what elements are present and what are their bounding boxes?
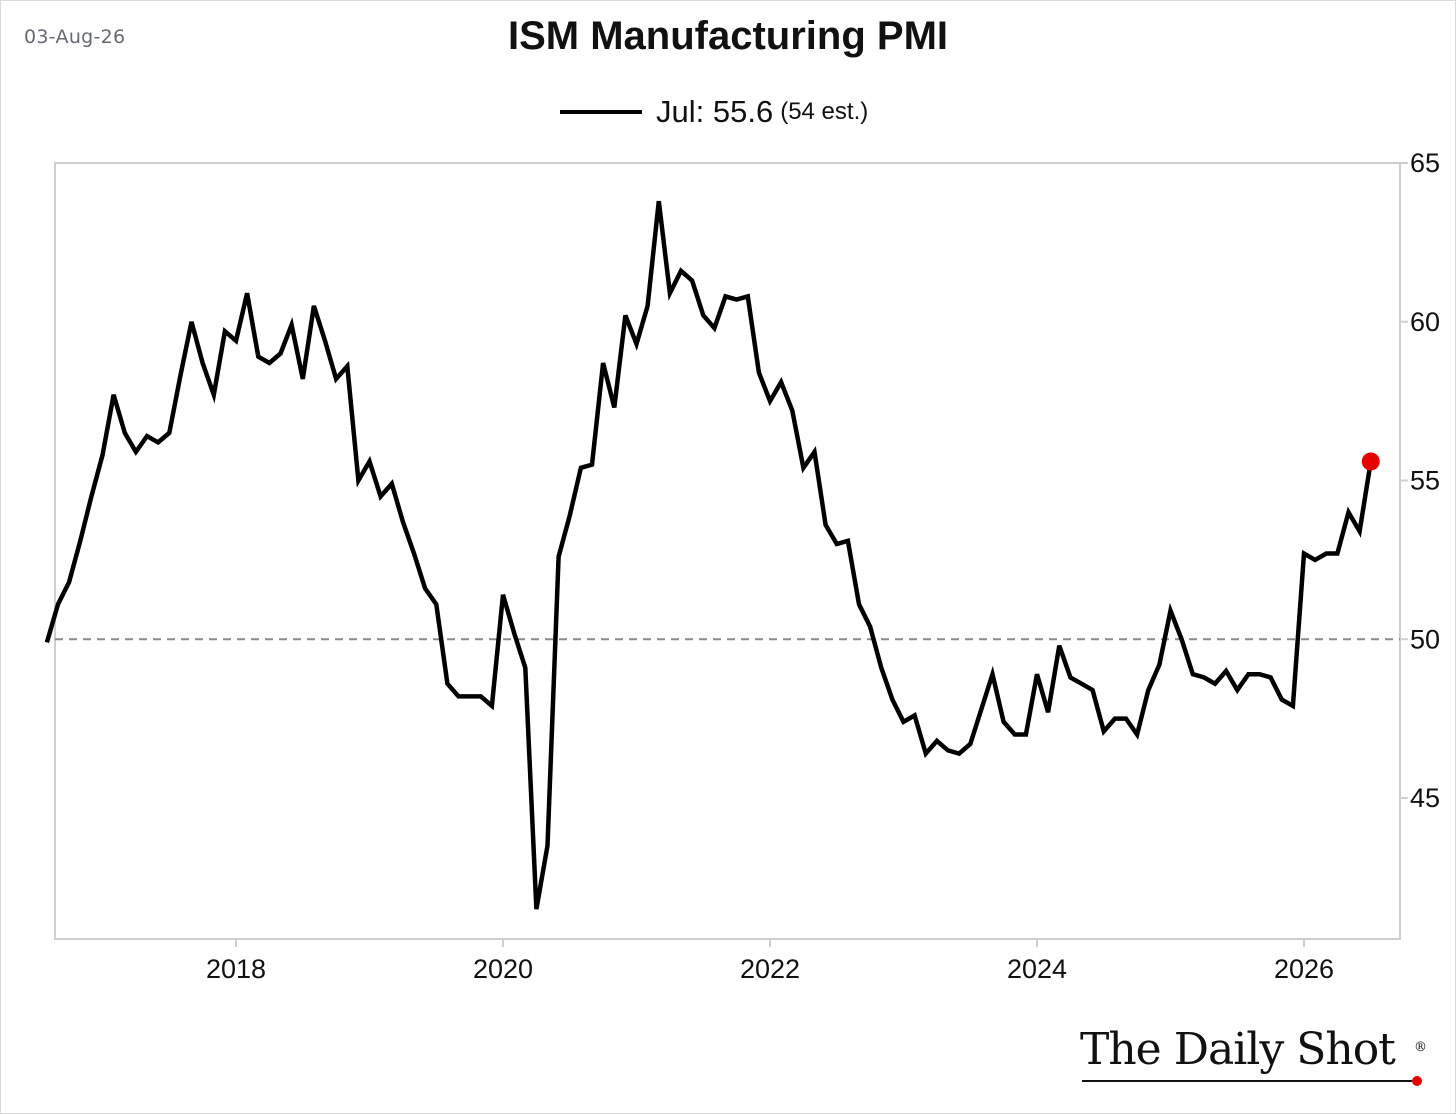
x-tick-label: 2024 — [1007, 954, 1067, 984]
chart-title: ISM Manufacturing PMI — [508, 14, 948, 58]
latest-value-marker — [1361, 452, 1380, 471]
brand-logo: The Daily Shot — [1080, 1024, 1396, 1075]
brand-dot — [1412, 1076, 1422, 1086]
x-tick-label: 2020 — [473, 954, 533, 984]
plot-area-border — [54, 162, 1401, 940]
legend-estimate: (54 est.) — [780, 98, 869, 125]
series-line-ism-pmi — [44, 200, 1374, 910]
y-tick-label: 50 — [1410, 624, 1440, 654]
y-tick-label: 55 — [1410, 466, 1440, 496]
y-tick-label: 60 — [1410, 307, 1440, 337]
legend: Jul: 55.6 (54 est.) — [560, 92, 868, 132]
y-tick-label: 65 — [1410, 148, 1440, 178]
date-label: 03-Aug-26 — [24, 26, 126, 48]
x-tick-label: 2022 — [740, 954, 800, 984]
legend-line-swatch — [560, 110, 642, 114]
y-tick-label: 45 — [1410, 783, 1440, 813]
x-tick-label: 2026 — [1274, 954, 1334, 984]
legend-label: Jul: 55.6 — [656, 94, 774, 129]
brand-registered-mark: ® — [1414, 1040, 1427, 1055]
x-tick-label: 2018 — [206, 954, 266, 984]
brand-underline — [1082, 1080, 1412, 1082]
